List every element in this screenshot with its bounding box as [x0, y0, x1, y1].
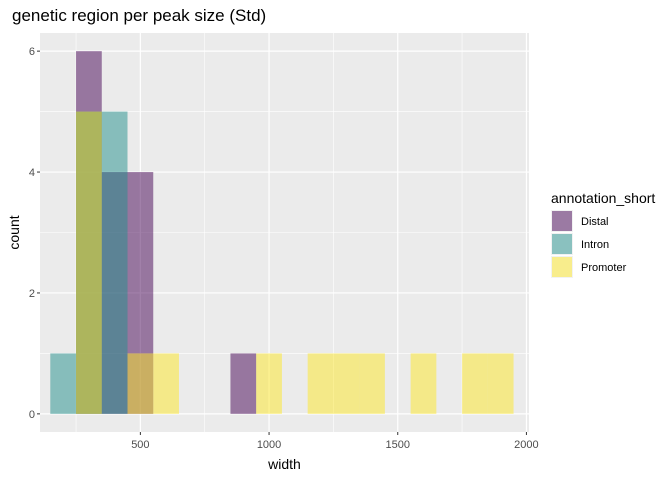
bar-intron: [101, 111, 128, 414]
legend-label-promoter: Promoter: [581, 262, 627, 274]
legend-swatch-intron: [552, 234, 572, 254]
legend-swatch-distal: [552, 211, 572, 231]
bar-promoter: [307, 353, 334, 414]
histogram-bars: [50, 51, 514, 414]
legend-items: Distal Intron Promoter: [551, 210, 627, 278]
bar-intron: [50, 353, 77, 414]
bar-distal: [230, 353, 257, 414]
chart-title: genetic region per peak size (Std): [12, 6, 266, 25]
y-axis-label: count: [6, 215, 22, 249]
y-tick-label: 2: [29, 288, 35, 300]
x-axis: 500 1000 1500 2000: [131, 432, 539, 451]
bar-promoter: [127, 353, 154, 414]
legend-swatch-promoter: [552, 257, 572, 277]
bar-promoter: [487, 353, 514, 414]
bar-promoter: [462, 353, 488, 414]
legend-label-intron: Intron: [581, 239, 609, 251]
x-tick-label: 500: [131, 439, 149, 451]
legend-label-distal: Distal: [581, 216, 609, 228]
legend-item-intron: Intron: [551, 233, 609, 255]
x-axis-label: width: [267, 456, 301, 472]
x-tick-label: 1500: [385, 439, 409, 451]
legend: annotation_short Distal Intron Promoter: [551, 190, 655, 278]
y-tick-label: 0: [29, 409, 35, 421]
bar-promoter: [359, 353, 385, 414]
bar-promoter: [333, 353, 360, 414]
legend-item-promoter: Promoter: [551, 256, 627, 278]
y-tick-label: 4: [29, 167, 35, 179]
x-tick-label: 2000: [514, 439, 538, 451]
bar-promoter: [256, 353, 282, 414]
bar-promoter: [410, 353, 437, 414]
x-tick-label: 1000: [257, 439, 281, 451]
bar-promoter: [76, 111, 102, 414]
y-tick-label: 6: [29, 46, 35, 58]
y-axis: 0 2 4 6: [29, 46, 40, 421]
legend-item-distal: Distal: [551, 210, 609, 232]
legend-title: annotation_short: [551, 190, 655, 206]
bar-promoter: [153, 353, 179, 414]
